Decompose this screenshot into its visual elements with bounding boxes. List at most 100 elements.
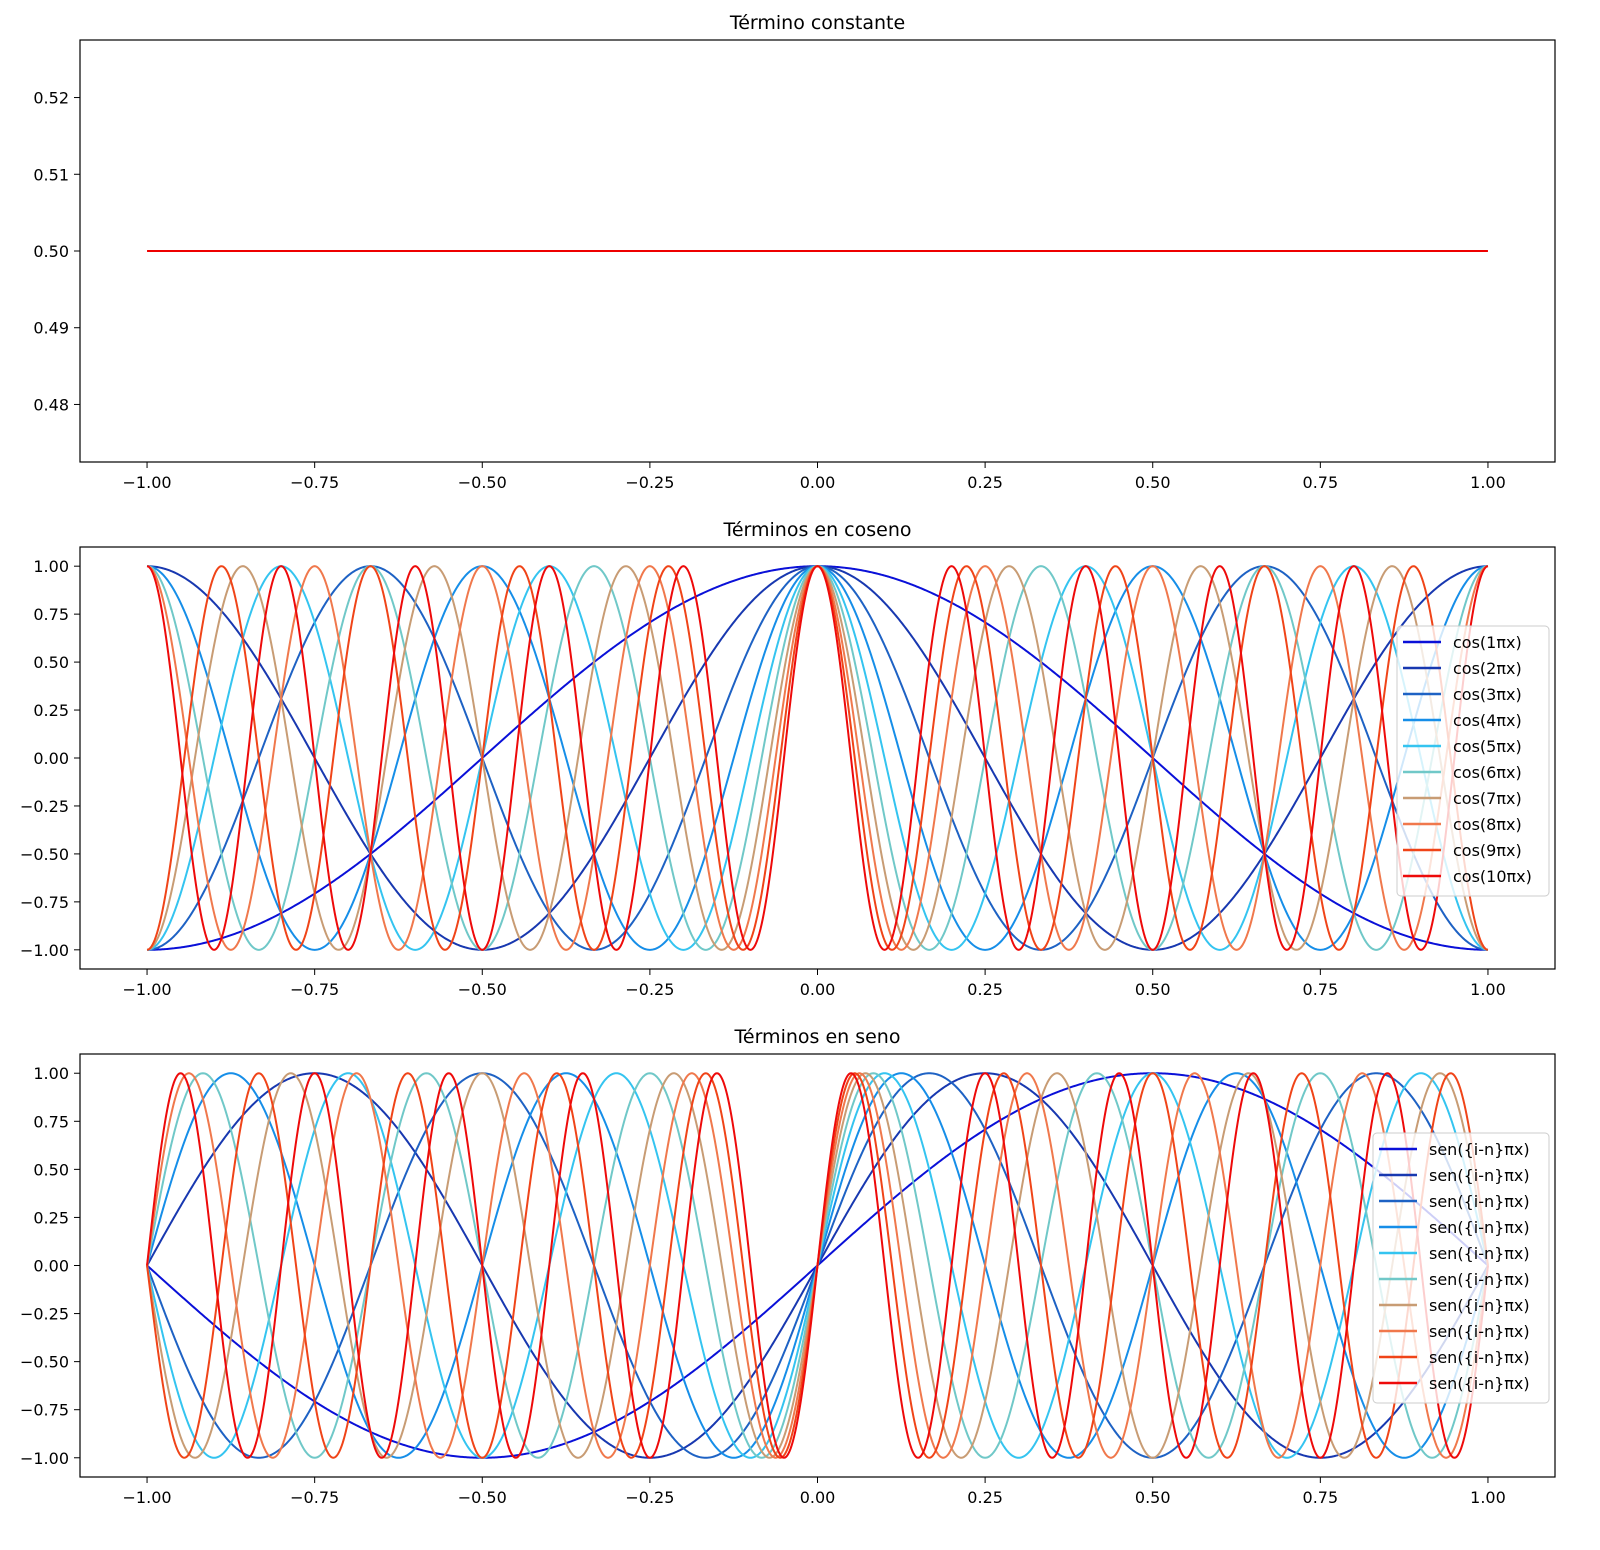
legend-item: sen({i-n}πx) <box>1379 1270 1530 1289</box>
legend-item: sen({i-n}πx) <box>1379 1192 1530 1211</box>
x-tick-label: 1.00 <box>1470 473 1506 492</box>
legend-label: cos(2πx) <box>1453 659 1522 678</box>
x-tick-label: 0.75 <box>1303 980 1339 999</box>
y-tick-label: −0.50 <box>20 1353 69 1372</box>
x-tick-label: 0.00 <box>800 1488 836 1507</box>
x-tick-label: 0.00 <box>800 980 836 999</box>
x-tick-label: 0.50 <box>1135 473 1171 492</box>
x-tick-label: 0.25 <box>967 1488 1003 1507</box>
legend-label: cos(7πx) <box>1453 789 1522 808</box>
legend-item: cos(2πx) <box>1403 659 1522 678</box>
y-tick-label: 1.00 <box>33 557 69 576</box>
legend-item: sen({i-n}πx) <box>1379 1296 1530 1315</box>
subplot-1: Término constante −1.00 −0.75 −0.50 −0.25 0.0… <box>33 12 1556 492</box>
x-tick-label: −0.50 <box>458 473 507 492</box>
legend-item: cos(3πx) <box>1403 685 1522 704</box>
legend-label: sen({i-n}πx) <box>1429 1244 1530 1263</box>
legend-label: sen({i-n}πx) <box>1429 1348 1530 1367</box>
x-tick-label: 0.50 <box>1135 980 1171 999</box>
y-tick-label: −0.50 <box>20 845 69 864</box>
y-tick-label: 1.00 <box>33 1064 69 1083</box>
legend: cos(1πx) cos(2πx) cos(3πx) cos(4πx) cos(5πx)… <box>1396 625 1550 897</box>
legend-item: sen({i-n}πx) <box>1379 1322 1530 1341</box>
legend-item: cos(10πx) <box>1403 867 1532 886</box>
x-tick-label: −1.00 <box>123 980 172 999</box>
x-tick-label: −0.50 <box>458 1488 507 1507</box>
legend-item: sen({i-n}πx) <box>1379 1140 1530 1159</box>
y-tick-label: 0.00 <box>33 749 69 768</box>
chart-title: Término constante <box>729 12 905 34</box>
x-tick-label: −0.25 <box>625 980 674 999</box>
legend-item: sen({i-n}πx) <box>1379 1166 1530 1185</box>
y-tick-label: 0.51 <box>33 165 69 184</box>
legend-label: sen({i-n}πx) <box>1429 1374 1530 1393</box>
legend-label: cos(10πx) <box>1453 867 1532 886</box>
legend-label: cos(3πx) <box>1453 685 1522 704</box>
legend-item: cos(6πx) <box>1403 763 1522 782</box>
x-tick-label: −0.75 <box>290 1488 339 1507</box>
x-tick-label: −0.25 <box>625 1488 674 1507</box>
legend-item: cos(7πx) <box>1403 789 1522 808</box>
x-tick-label: −0.50 <box>458 980 507 999</box>
legend-item: cos(5πx) <box>1403 737 1522 756</box>
x-tick-label: −0.75 <box>290 473 339 492</box>
chart-title: Términos en coseno <box>722 519 911 541</box>
subplot-2: Términos en coseno −1.00 −0.75 −0.50 −0.25 0.… <box>20 519 1556 999</box>
legend-label: sen({i-n}πx) <box>1429 1166 1530 1185</box>
y-tick-label: −1.00 <box>20 941 69 960</box>
x-tick-label: −0.25 <box>625 473 674 492</box>
x-tick-label: 1.00 <box>1470 980 1506 999</box>
x-tick-label: 0.25 <box>967 980 1003 999</box>
legend-label: sen({i-n}πx) <box>1429 1270 1530 1289</box>
x-tick-label: 0.75 <box>1303 473 1339 492</box>
y-tick-label: −0.25 <box>20 1305 69 1324</box>
legend-label: sen({i-n}πx) <box>1429 1140 1530 1159</box>
x-tick-label: 0.75 <box>1303 1488 1339 1507</box>
y-tick-label: 0.00 <box>33 1257 69 1276</box>
legend-label: cos(8πx) <box>1453 815 1522 834</box>
legend-label: sen({i-n}πx) <box>1429 1218 1530 1237</box>
x-tick-label: −0.75 <box>290 980 339 999</box>
legend-item: sen({i-n}πx) <box>1379 1244 1530 1263</box>
legend-item: sen({i-n}πx) <box>1379 1348 1530 1367</box>
y-tick-label: 0.25 <box>33 1208 69 1227</box>
legend: sen({i-n}πx) sen({i-n}πx) sen({i-n}πx) sen(… <box>1372 1132 1550 1404</box>
y-tick-label: 0.49 <box>33 319 69 338</box>
legend-label: sen({i-n}πx) <box>1429 1192 1530 1211</box>
x-tick-label: 1.00 <box>1470 1488 1506 1507</box>
legend-label: cos(6πx) <box>1453 763 1522 782</box>
chart-title: Términos en seno <box>734 1026 901 1048</box>
y-tick-label: 0.75 <box>33 1112 69 1131</box>
x-tick-label: 0.50 <box>1135 1488 1171 1507</box>
x-tick-label: 0.00 <box>800 473 836 492</box>
y-tick-label: 0.50 <box>33 653 69 672</box>
y-tick-label: −0.75 <box>20 1401 69 1420</box>
axes-frame <box>79 546 1556 970</box>
x-tick-label: −1.00 <box>123 1488 172 1507</box>
y-tick-label: 0.25 <box>33 701 69 720</box>
legend-label: cos(9πx) <box>1453 841 1522 860</box>
y-tick-label: 0.50 <box>33 1160 69 1179</box>
legend-item: sen({i-n}πx) <box>1379 1374 1530 1393</box>
y-tick-label: 0.52 <box>33 89 69 108</box>
legend-label: cos(4πx) <box>1453 711 1522 730</box>
series-line-10 <box>146 1072 1489 1459</box>
legend-item: cos(1πx) <box>1403 633 1522 652</box>
y-tick-label: −0.75 <box>20 893 69 912</box>
x-tick-label: 0.25 <box>967 473 1003 492</box>
legend-item: cos(9πx) <box>1403 841 1522 860</box>
legend-item: cos(8πx) <box>1403 815 1522 834</box>
series-line-10 <box>146 565 1489 951</box>
legend-label: sen({i-n}πx) <box>1429 1296 1530 1315</box>
legend-label: sen({i-n}πx) <box>1429 1322 1530 1341</box>
y-tick-label: 0.50 <box>33 242 69 261</box>
y-tick-label: −1.00 <box>20 1449 69 1468</box>
y-tick-label: −0.25 <box>20 797 69 816</box>
series-line-5 <box>146 565 1489 951</box>
x-tick-label: −1.00 <box>123 473 172 492</box>
y-tick-label: 0.75 <box>33 605 69 624</box>
legend-item: sen({i-n}πx) <box>1379 1218 1530 1237</box>
subplot-3: Términos en seno −1.00 −0.75 −0.50 −0.25 0.00… <box>20 1026 1556 1507</box>
legend-label: cos(1πx) <box>1453 633 1522 652</box>
